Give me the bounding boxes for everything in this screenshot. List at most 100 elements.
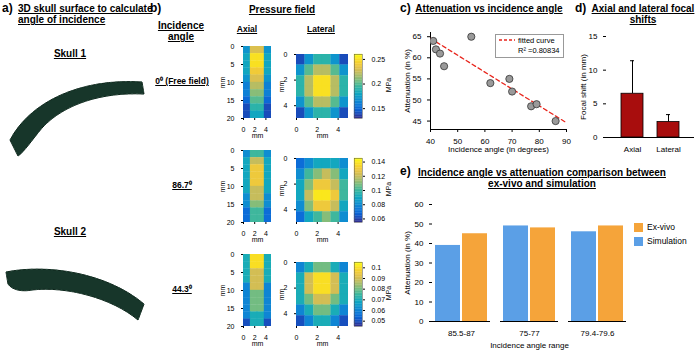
svg-text:10: 10 [227,183,235,190]
svg-text:0: 0 [295,126,299,133]
svg-text:0.06: 0.06 [372,307,386,314]
html-text:a): a) [2,1,13,15]
svg-text:50: 50 [415,220,424,229]
svg-text:mm: mm [278,289,285,301]
svg-text:10: 10 [227,79,235,86]
svg-text:4: 4 [264,334,268,341]
svg-text:0: 0 [231,147,235,154]
svg-text:0: 0 [231,251,235,258]
svg-text:0.08: 0.08 [372,201,386,208]
svg-text:0.07: 0.07 [372,296,386,303]
svg-text:30: 30 [415,259,424,268]
svg-text:Attenuation (in %): Attenuation (in %) [403,231,412,295]
svg-text:4: 4 [264,230,268,237]
svg-text:0: 0 [242,334,246,341]
svg-text:0: 0 [295,230,299,237]
html-text:Axial: Axial [236,24,258,34]
svg-text:40: 40 [426,137,435,146]
html-text:Incidence angle vs attenuation: Incidence angle vs attenuation compariso… [418,167,666,189]
svg-text:0.06: 0.06 [372,215,386,222]
svg-text:0.25: 0.25 [372,56,386,63]
html-text:Skull 1: Skull 1 [53,48,87,59]
svg-text:45: 45 [413,117,422,126]
svg-text:4: 4 [284,102,288,109]
svg-text:mm: mm [219,77,226,89]
svg-text:10: 10 [589,66,598,75]
svg-text:mm: mm [219,181,226,193]
svg-text:50: 50 [413,96,422,105]
svg-text:Axial: Axial [624,145,642,154]
svg-text:4: 4 [284,310,288,317]
svg-text:0.12: 0.12 [372,173,386,180]
svg-text:5: 5 [231,61,235,68]
svg-text:15: 15 [227,201,235,208]
svg-text:0.05: 0.05 [372,317,386,324]
svg-text:0: 0 [419,317,424,326]
svg-text:0.09: 0.09 [372,275,386,282]
svg-text:60: 60 [415,200,424,209]
svg-text:Focal shift (in mm): Focal shift (in mm) [579,54,588,120]
svg-text:20: 20 [227,115,235,122]
html-text:Pressure field: Pressure field [248,4,316,15]
svg-text:4: 4 [336,126,340,133]
svg-text:0: 0 [284,259,288,266]
svg-text:Incidence angle (in degrees): Incidence angle (in degrees) [448,145,549,154]
svg-text:20: 20 [227,323,235,330]
html-text:Incidence angle: Incidence angle [157,20,205,42]
svg-text:Attenuation (in %): Attenuation (in %) [403,49,412,113]
svg-text:15: 15 [227,305,235,312]
svg-text:40: 40 [415,239,424,248]
svg-text:0.15: 0.15 [372,105,386,112]
svg-text:0.08: 0.08 [372,285,386,292]
html-text:Skull 2: Skull 2 [53,226,87,237]
html-text:e): e) [400,164,411,178]
svg-text:5: 5 [231,269,235,276]
svg-text:15: 15 [227,97,235,104]
svg-text:mm: mm [317,132,329,139]
svg-text:0: 0 [284,155,288,162]
html-text:d) Axial and lateral focal shi: d) Axial and lateral focal shifts [575,1,695,25]
html-text:b): b) [150,1,162,15]
svg-text:4: 4 [264,126,268,133]
svg-text:0: 0 [242,126,246,133]
svg-text:0: 0 [295,334,299,341]
svg-text:mm: mm [317,340,329,347]
svg-text:4: 4 [336,230,340,237]
svg-text:0.14: 0.14 [372,158,386,165]
svg-text:mm: mm [278,81,285,93]
svg-text:mm: mm [252,236,264,243]
svg-text:20: 20 [415,278,424,287]
svg-text:Lateral: Lateral [656,145,681,154]
svg-text:79.4-79.6: 79.4-79.6 [581,329,615,338]
html-text:Lateral: Lateral [307,24,335,34]
svg-text:mm: mm [252,132,264,139]
svg-text:0: 0 [284,51,288,58]
svg-text:90: 90 [562,137,571,146]
svg-text:0.1: 0.1 [372,264,382,271]
svg-text:5: 5 [593,99,598,108]
svg-text:60: 60 [413,53,422,62]
svg-text:0.2: 0.2 [372,80,382,87]
svg-text:4: 4 [336,334,340,341]
svg-text:0.1: 0.1 [372,187,382,194]
svg-text:65: 65 [413,32,422,41]
svg-text:75-77: 75-77 [519,329,540,338]
svg-text:10: 10 [415,298,424,307]
svg-text:0: 0 [231,43,235,50]
svg-text:mm: mm [252,340,264,347]
svg-text:0: 0 [593,133,598,142]
svg-text:15: 15 [589,32,598,41]
html-text:3D skull surface to calculate: 3D skull surface to calculate angle of i… [18,3,153,25]
svg-text:5: 5 [231,165,235,172]
svg-text:Incidence angle range: Incidence angle range [490,341,569,350]
svg-text:mm: mm [278,185,285,197]
svg-text:20: 20 [227,219,235,226]
svg-text:55: 55 [413,74,422,83]
svg-text:mm: mm [317,236,329,243]
html-text:c) Attenuation vs incidence an: c) Attenuation vs incidence angle [400,1,563,15]
svg-text:10: 10 [227,287,235,294]
svg-text:0: 0 [242,230,246,237]
svg-text:85.5-87: 85.5-87 [448,329,476,338]
svg-text:mm: mm [219,285,226,297]
svg-text:4: 4 [284,206,288,213]
